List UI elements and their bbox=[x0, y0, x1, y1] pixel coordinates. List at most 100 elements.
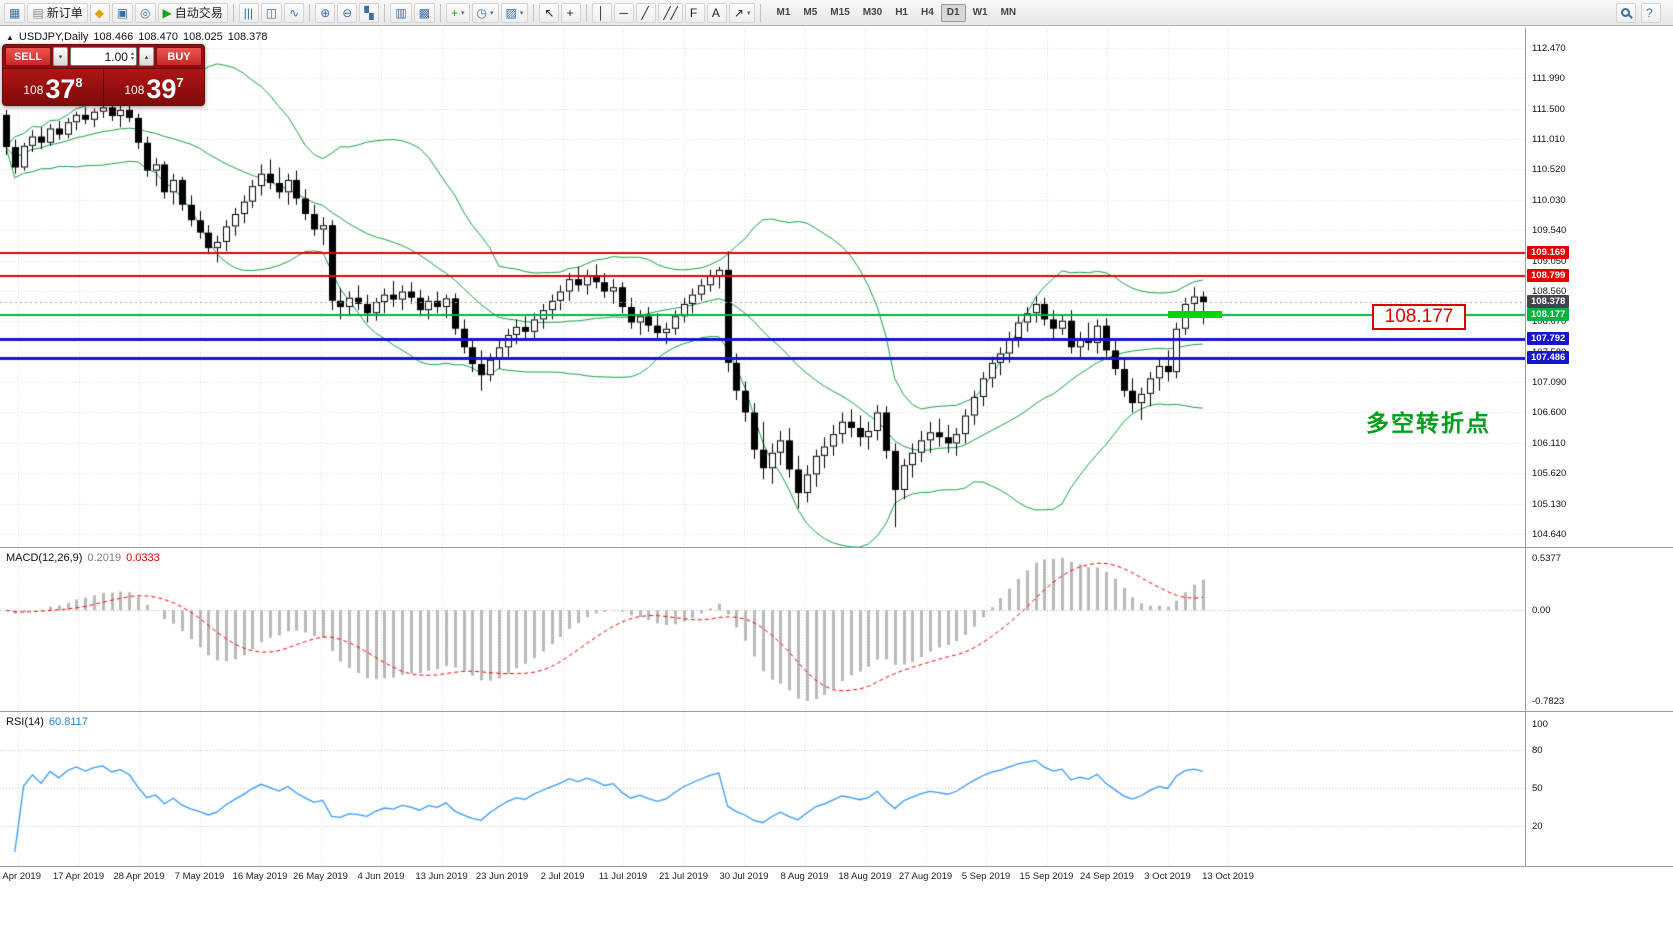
chevron-down-icon: ▾ bbox=[461, 9, 465, 17]
toolbar-separator bbox=[440, 3, 441, 22]
timeframe-h4[interactable]: H4 bbox=[915, 4, 940, 22]
horizontal-line-icon: ─ bbox=[619, 5, 628, 20]
rsi-tick: 20 bbox=[1532, 821, 1543, 833]
autotrading-button[interactable]: ▶ 自动交易 bbox=[157, 2, 228, 23]
new-order-icon: ▤ bbox=[32, 5, 44, 20]
channel-icon: ╱╱ bbox=[663, 5, 678, 20]
volume-value: 1.00 bbox=[104, 49, 128, 64]
cascade-windows-button[interactable]: ▩ bbox=[413, 2, 435, 23]
periods-icon: ◷ bbox=[476, 5, 488, 20]
date-label: 30 Jul 2019 bbox=[719, 871, 769, 882]
timeframe-m15[interactable]: M15 bbox=[824, 4, 855, 22]
arrange-windows-button[interactable]: ▥ bbox=[390, 2, 412, 23]
candlestick-chart-icon: ◫ bbox=[265, 5, 278, 20]
date-label: 8 Apr 2019 bbox=[0, 871, 41, 882]
navigator-button[interactable]: ◎ bbox=[135, 2, 156, 23]
volume-up-button[interactable]: ▴ bbox=[139, 47, 154, 66]
timeframe-h1[interactable]: H1 bbox=[889, 4, 914, 22]
timeframe-m5[interactable]: M5 bbox=[797, 4, 823, 22]
macd-canvas[interactable] bbox=[0, 548, 1525, 711]
search-button[interactable] bbox=[1616, 2, 1636, 23]
price-tick: 108.070 bbox=[1532, 316, 1567, 328]
zoom-in-button[interactable]: ⊕ bbox=[315, 2, 336, 23]
vertical-line-button[interactable]: │ bbox=[592, 2, 613, 23]
timeframe-w1[interactable]: W1 bbox=[967, 4, 994, 22]
crosshair-button[interactable]: + bbox=[561, 2, 582, 23]
price-tick: 109.050 bbox=[1532, 255, 1567, 267]
price-tick: 108.560 bbox=[1532, 285, 1567, 297]
buy-price-sup: 7 bbox=[176, 75, 184, 90]
arrows-icon: ↗ bbox=[733, 5, 744, 20]
volume-down-button[interactable]: ▾ bbox=[53, 47, 68, 66]
crosshair-icon: + bbox=[566, 5, 574, 20]
trade-panel-divider bbox=[103, 69, 104, 105]
trade-panel-controls: SELL ▾ 1.00 ▴ ▾ ▴ BUY bbox=[3, 45, 204, 68]
data-window-button[interactable]: ▣ bbox=[111, 2, 134, 23]
macd-axis: 0.5377 0.00 -0.7823 bbox=[1526, 548, 1673, 711]
macd-signal-value: 0.0333 bbox=[126, 552, 160, 564]
one-click-toggle-icon[interactable]: ▲ bbox=[6, 32, 14, 42]
fibonacci-button[interactable]: F bbox=[684, 2, 705, 23]
price-tag: 108.799 bbox=[1527, 269, 1570, 283]
help-button[interactable]: ? bbox=[1641, 2, 1661, 23]
help-icon: ? bbox=[1646, 5, 1653, 20]
text-button[interactable]: A bbox=[706, 2, 727, 23]
panel-separator[interactable] bbox=[0, 547, 1673, 548]
price-chart-canvas[interactable] bbox=[0, 28, 1525, 547]
tile-windows-button[interactable]: ▚ bbox=[359, 2, 380, 23]
price-tick: 111.990 bbox=[1532, 73, 1565, 85]
periods-button[interactable]: ◷ ▾ bbox=[471, 2, 499, 23]
timeframe-m30[interactable]: M30 bbox=[857, 4, 888, 22]
channel-button[interactable]: ╱╱ bbox=[658, 2, 683, 23]
candlestick-chart-button[interactable]: ◫ bbox=[260, 2, 283, 23]
new-chart-button[interactable]: ▦ bbox=[4, 2, 26, 23]
sell-price-prefix: 108 bbox=[23, 83, 44, 97]
horizontal-line-button[interactable]: ─ bbox=[614, 2, 635, 23]
volume-input[interactable]: 1.00 ▴ ▾ bbox=[70, 47, 137, 66]
toolbar-separator bbox=[586, 3, 588, 22]
zoom-out-button[interactable]: ⊖ bbox=[337, 2, 358, 23]
price-tick: 107.090 bbox=[1532, 377, 1567, 389]
panel-separator[interactable] bbox=[0, 711, 1673, 712]
price-tag: 107.486 bbox=[1527, 350, 1570, 364]
trendline-button[interactable]: ╱ bbox=[636, 2, 657, 23]
arrows-button[interactable]: ↗ ▾ bbox=[728, 2, 756, 23]
trend-segment-object[interactable] bbox=[1168, 311, 1222, 318]
autotrading-icon: ▶ bbox=[162, 5, 172, 20]
bar-chart-icon: ||| bbox=[243, 5, 254, 20]
sell-price-sup: 8 bbox=[75, 75, 83, 90]
time-axis: 8 Apr 2019 17 Apr 2019 28 Apr 2019 7 May 20… bbox=[0, 867, 1525, 889]
pivot-annotation-text[interactable]: 多空转折点 bbox=[1366, 410, 1491, 436]
date-label: 18 Aug 2019 bbox=[838, 871, 892, 882]
line-chart-button[interactable]: ∿ bbox=[284, 2, 305, 23]
toolbar: ▦ ▤ 新订单 ◆ ▣ ◎ ▶ 自动交易 ||| ◫ ∿ ⊕ ⊖ ▚ ▥ ▩ + ▾ ◷ ▾ ▨ ▾ ↖ + │ ─ ╱ ╱╱ F A ↗ ▾… bbox=[0, 0, 1673, 26]
buy-price[interactable]: 108 39 7 bbox=[104, 69, 204, 105]
rsi-label: RSI(14) 60.8117 bbox=[6, 716, 88, 728]
symbol-period-label: USDJPY,Daily bbox=[18, 31, 89, 43]
cursor-button[interactable]: ↖ bbox=[539, 2, 560, 23]
templates-button[interactable]: ▨ ▾ bbox=[500, 2, 529, 23]
sell-button[interactable]: SELL bbox=[5, 47, 51, 66]
date-label: 16 May 2019 bbox=[232, 871, 288, 882]
volume-spinner[interactable]: ▴ ▾ bbox=[130, 50, 134, 62]
timeframe-d1[interactable]: D1 bbox=[940, 3, 966, 22]
rsi-axis: 100 80 50 20 bbox=[1526, 712, 1673, 866]
metaeditor-button[interactable]: ◆ bbox=[89, 2, 110, 23]
buy-button[interactable]: BUY bbox=[156, 47, 202, 66]
date-label: 17 Apr 2019 bbox=[52, 871, 105, 882]
new-order-button-label: 新订单 bbox=[46, 6, 83, 20]
timeframe-mn[interactable]: MN bbox=[995, 4, 1023, 22]
timeframe-m1[interactable]: M1 bbox=[770, 4, 796, 22]
sell-price[interactable]: 108 37 8 bbox=[3, 69, 103, 105]
bar-chart-button[interactable]: ||| bbox=[238, 2, 259, 23]
rsi-canvas[interactable] bbox=[0, 712, 1525, 866]
new-order-button[interactable]: ▤ 新订单 bbox=[27, 2, 88, 23]
macd-title: MACD(12,26,9) bbox=[6, 552, 83, 564]
cursor-icon: ↖ bbox=[544, 5, 555, 20]
price-tag: 108.378 bbox=[1527, 295, 1570, 309]
indicators-button[interactable]: + ▾ bbox=[446, 2, 470, 23]
price-callout-label[interactable]: 108.177 bbox=[1372, 304, 1466, 330]
timeframe-toolbar: M1 M5 M15 M30 H1 H4 D1 W1 MN bbox=[770, 3, 1023, 22]
price-tick: 105.620 bbox=[1532, 468, 1567, 480]
